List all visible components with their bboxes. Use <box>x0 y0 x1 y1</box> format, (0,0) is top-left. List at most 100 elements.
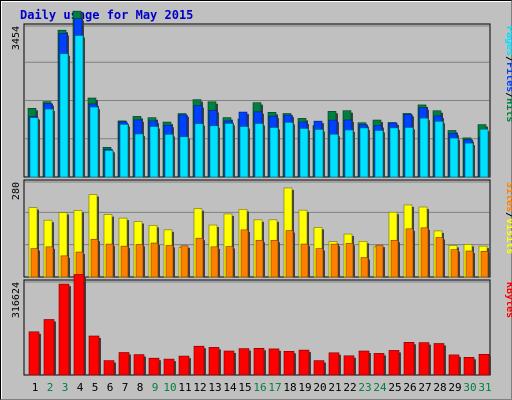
kbytes-bar <box>133 354 145 376</box>
sites-bar <box>75 251 84 278</box>
kbytes-bar <box>118 352 130 376</box>
sites-bar <box>150 242 159 278</box>
pages-bar <box>404 127 414 178</box>
kbytes-bar <box>388 350 400 376</box>
x-tick-label: 21 <box>328 381 341 394</box>
x-tick-label: 5 <box>92 381 99 394</box>
sites-bar <box>120 245 129 278</box>
pages-bar <box>419 117 429 178</box>
kbytes-bar <box>88 335 100 376</box>
bottom-y-tick-label: 316624 <box>11 282 22 318</box>
kbytes-bar <box>463 356 475 376</box>
sites-bar <box>165 245 174 278</box>
sites-bar <box>60 255 69 278</box>
kbytes-bar <box>478 353 490 376</box>
pages-bar <box>254 123 264 178</box>
pages-bar <box>59 53 69 178</box>
pages-bar <box>149 126 159 178</box>
legend-entry-visits: Visits <box>504 218 512 254</box>
sites-bar <box>195 237 204 278</box>
x-tick-label: 7 <box>122 381 129 394</box>
x-tick-label: 11 <box>178 381 191 394</box>
x-tick-label: 9 <box>152 381 159 394</box>
sites-bar <box>405 228 414 278</box>
kbytes-bar <box>403 341 415 376</box>
sites-bar <box>225 246 234 278</box>
x-tick-label: 10 <box>163 381 176 394</box>
sites-bar <box>45 246 54 278</box>
pages-bar <box>194 123 204 178</box>
kbytes-bar <box>103 360 115 376</box>
pages-bar <box>164 134 174 178</box>
x-tick-label: 23 <box>358 381 371 394</box>
pages-bar <box>209 125 219 178</box>
legend-entry-pages: Pages <box>504 26 512 56</box>
sites-bar <box>435 237 444 278</box>
x-tick-label: 20 <box>313 381 326 394</box>
pages-bar <box>239 126 249 178</box>
pages-bar <box>74 35 84 178</box>
legend-entry-sites: Sites <box>504 182 512 212</box>
kbytes-bar <box>28 331 40 376</box>
pages-bar <box>314 129 324 178</box>
sites-bar <box>375 244 384 278</box>
x-tick-label: 30 <box>463 381 476 394</box>
x-tick-label: 4 <box>77 381 84 394</box>
sites-bar <box>135 244 144 278</box>
kbytes-bar <box>343 355 355 376</box>
pages-bar <box>434 121 444 178</box>
sites-bar <box>465 250 474 278</box>
pages-bar <box>44 108 54 178</box>
kbytes-bar <box>418 342 430 376</box>
legend-entry-separator: / <box>504 212 512 218</box>
kbytes-bar <box>163 358 175 376</box>
kbytes-bar <box>148 357 160 376</box>
pages-bar <box>119 124 129 178</box>
sites-bar <box>240 229 249 278</box>
pages-bar <box>374 130 384 178</box>
kbytes-bar <box>73 274 85 376</box>
x-tick-label: 2 <box>47 381 54 394</box>
kbytes-bar <box>433 343 445 376</box>
pages-bar <box>179 136 189 178</box>
pages-bar <box>389 127 399 178</box>
sites-bar <box>270 239 279 278</box>
pages-bar <box>134 133 144 178</box>
kbytes-bar <box>328 352 340 376</box>
pages-bar <box>299 128 309 178</box>
x-tick-label: 3 <box>62 381 69 394</box>
kbytes-bar <box>178 355 190 376</box>
kbytes-bar <box>43 319 55 376</box>
sites-bar <box>300 243 309 278</box>
sites-bar <box>90 238 99 278</box>
sites-bar <box>360 257 369 278</box>
x-tick-label: 14 <box>223 381 237 394</box>
pages-bar <box>479 128 489 178</box>
kbytes-bar <box>193 345 205 376</box>
x-tick-label: 28 <box>433 381 446 394</box>
sites-bar <box>390 239 399 278</box>
sites-bar <box>480 251 489 278</box>
top-legend: Pages/Files/Hits <box>504 26 512 122</box>
x-tick-label: 19 <box>298 381 311 394</box>
legend-entry-files: Files <box>504 62 512 92</box>
pages-bar <box>344 129 354 178</box>
x-tick-label: 26 <box>403 381 416 394</box>
x-tick-label: 27 <box>418 381 431 394</box>
x-tick-label: 22 <box>343 381 356 394</box>
pages-bar <box>89 106 99 178</box>
x-tick-label: 8 <box>137 381 144 394</box>
x-tick-label: 13 <box>208 381 221 394</box>
x-tick-label: 6 <box>107 381 114 394</box>
pages-bar <box>329 134 339 178</box>
x-tick-label: 16 <box>253 381 266 394</box>
kbytes-bar <box>283 350 295 376</box>
kbytes-bar <box>448 354 460 376</box>
bottom-legend: KBytes <box>504 282 512 318</box>
x-tick-label: 18 <box>283 381 296 394</box>
sites-bar <box>255 239 264 278</box>
kbytes-bar <box>208 347 220 376</box>
x-tick-label: 12 <box>193 381 206 394</box>
x-tick-label: 24 <box>373 381 387 394</box>
pages-bar <box>284 122 294 178</box>
